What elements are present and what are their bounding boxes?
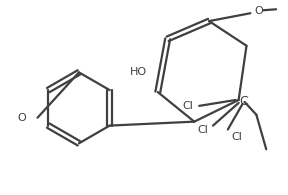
Text: Cl: Cl [198, 125, 209, 135]
Text: O: O [254, 6, 263, 16]
Text: C: C [239, 95, 248, 108]
Text: Cl: Cl [231, 132, 242, 142]
Text: O: O [17, 113, 26, 123]
Text: HO: HO [130, 67, 147, 77]
Text: Cl: Cl [182, 101, 193, 111]
